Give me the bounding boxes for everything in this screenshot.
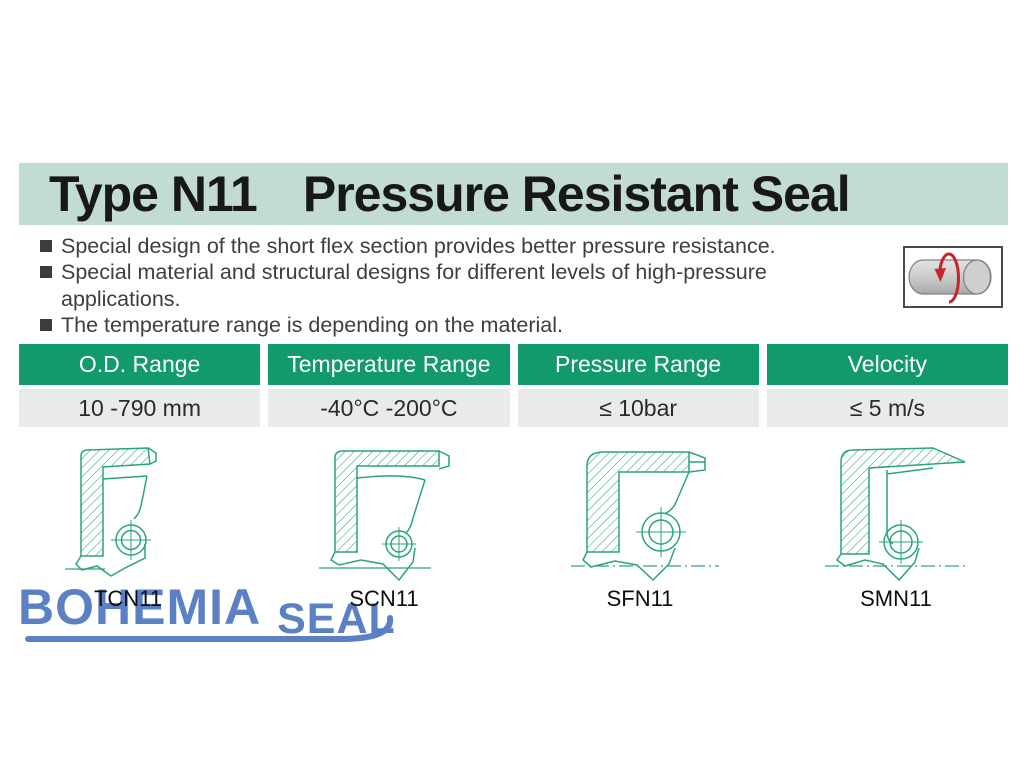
seal-diagram-scn11: SCN11 [256,440,512,612]
header-cell-od-range: O.D. Range [19,344,261,385]
header-cell-velocity: Velocity [766,344,1008,385]
seal-diagram-smn11: SMN11 [768,440,1024,612]
feature-item: Special design of the short flex section… [40,233,885,259]
header-cell-temperature-range: Temperature Range [268,344,510,385]
seal-diagram-sfn11: SFN11 [512,440,768,612]
rotating-shaft-icon [908,252,992,304]
value-cell-velocity: ≤ 5 m/s [766,389,1008,427]
value-cell-od-range: 10 -790 mm [19,389,261,427]
seal-variant-label: SCN11 [349,586,419,611]
seal-cross-section-tcn11-icon [65,447,157,577]
rotating-shaft-icon-box [903,246,1003,308]
value-cell-temperature-range: -40°C -200°C [268,389,510,427]
square-bullet-icon [40,240,52,252]
feature-item: The temperature range is depending on th… [40,312,885,338]
seal-variant-label: SMN11 [860,586,932,611]
page-title-model: Type N11 [49,166,258,222]
seal-cross-section-scn11-icon [319,450,450,582]
square-bullet-icon [40,318,52,331]
feature-item: Special material and structural designs … [40,259,885,312]
seal-diagram-row: TCN11 SCN11 [0,440,1024,612]
seal-variant-label: SFN11 [606,586,674,611]
feature-text: Special material and structural designs … [61,260,767,311]
brand-word-seal: SEAL [277,595,396,643]
page-title-name: Pressure Resistant Seal [302,166,851,222]
value-cell-pressure-range: ≤ 10bar [517,389,759,427]
feature-text: Special design of the short flex section… [61,234,776,258]
spec-table: O.D. Range Temperature Range Pressure Ra… [19,344,1008,427]
seal-diagram-tcn11: TCN11 [0,440,256,612]
seal-variant-label: TCN11 [93,586,163,611]
square-bullet-icon [40,266,52,279]
header-cell-pressure-range: Pressure Range [517,344,759,385]
feature-text: The temperature range is depending on th… [61,312,563,337]
seal-cross-section-sfn11-icon [571,451,719,582]
title-band: Type N11 Pressure Resistant Seal [19,163,1008,225]
feature-list: Special design of the short flex section… [40,233,885,338]
seal-cross-section-smn11-icon [825,447,969,582]
rotation-arrowhead-icon [934,268,946,282]
